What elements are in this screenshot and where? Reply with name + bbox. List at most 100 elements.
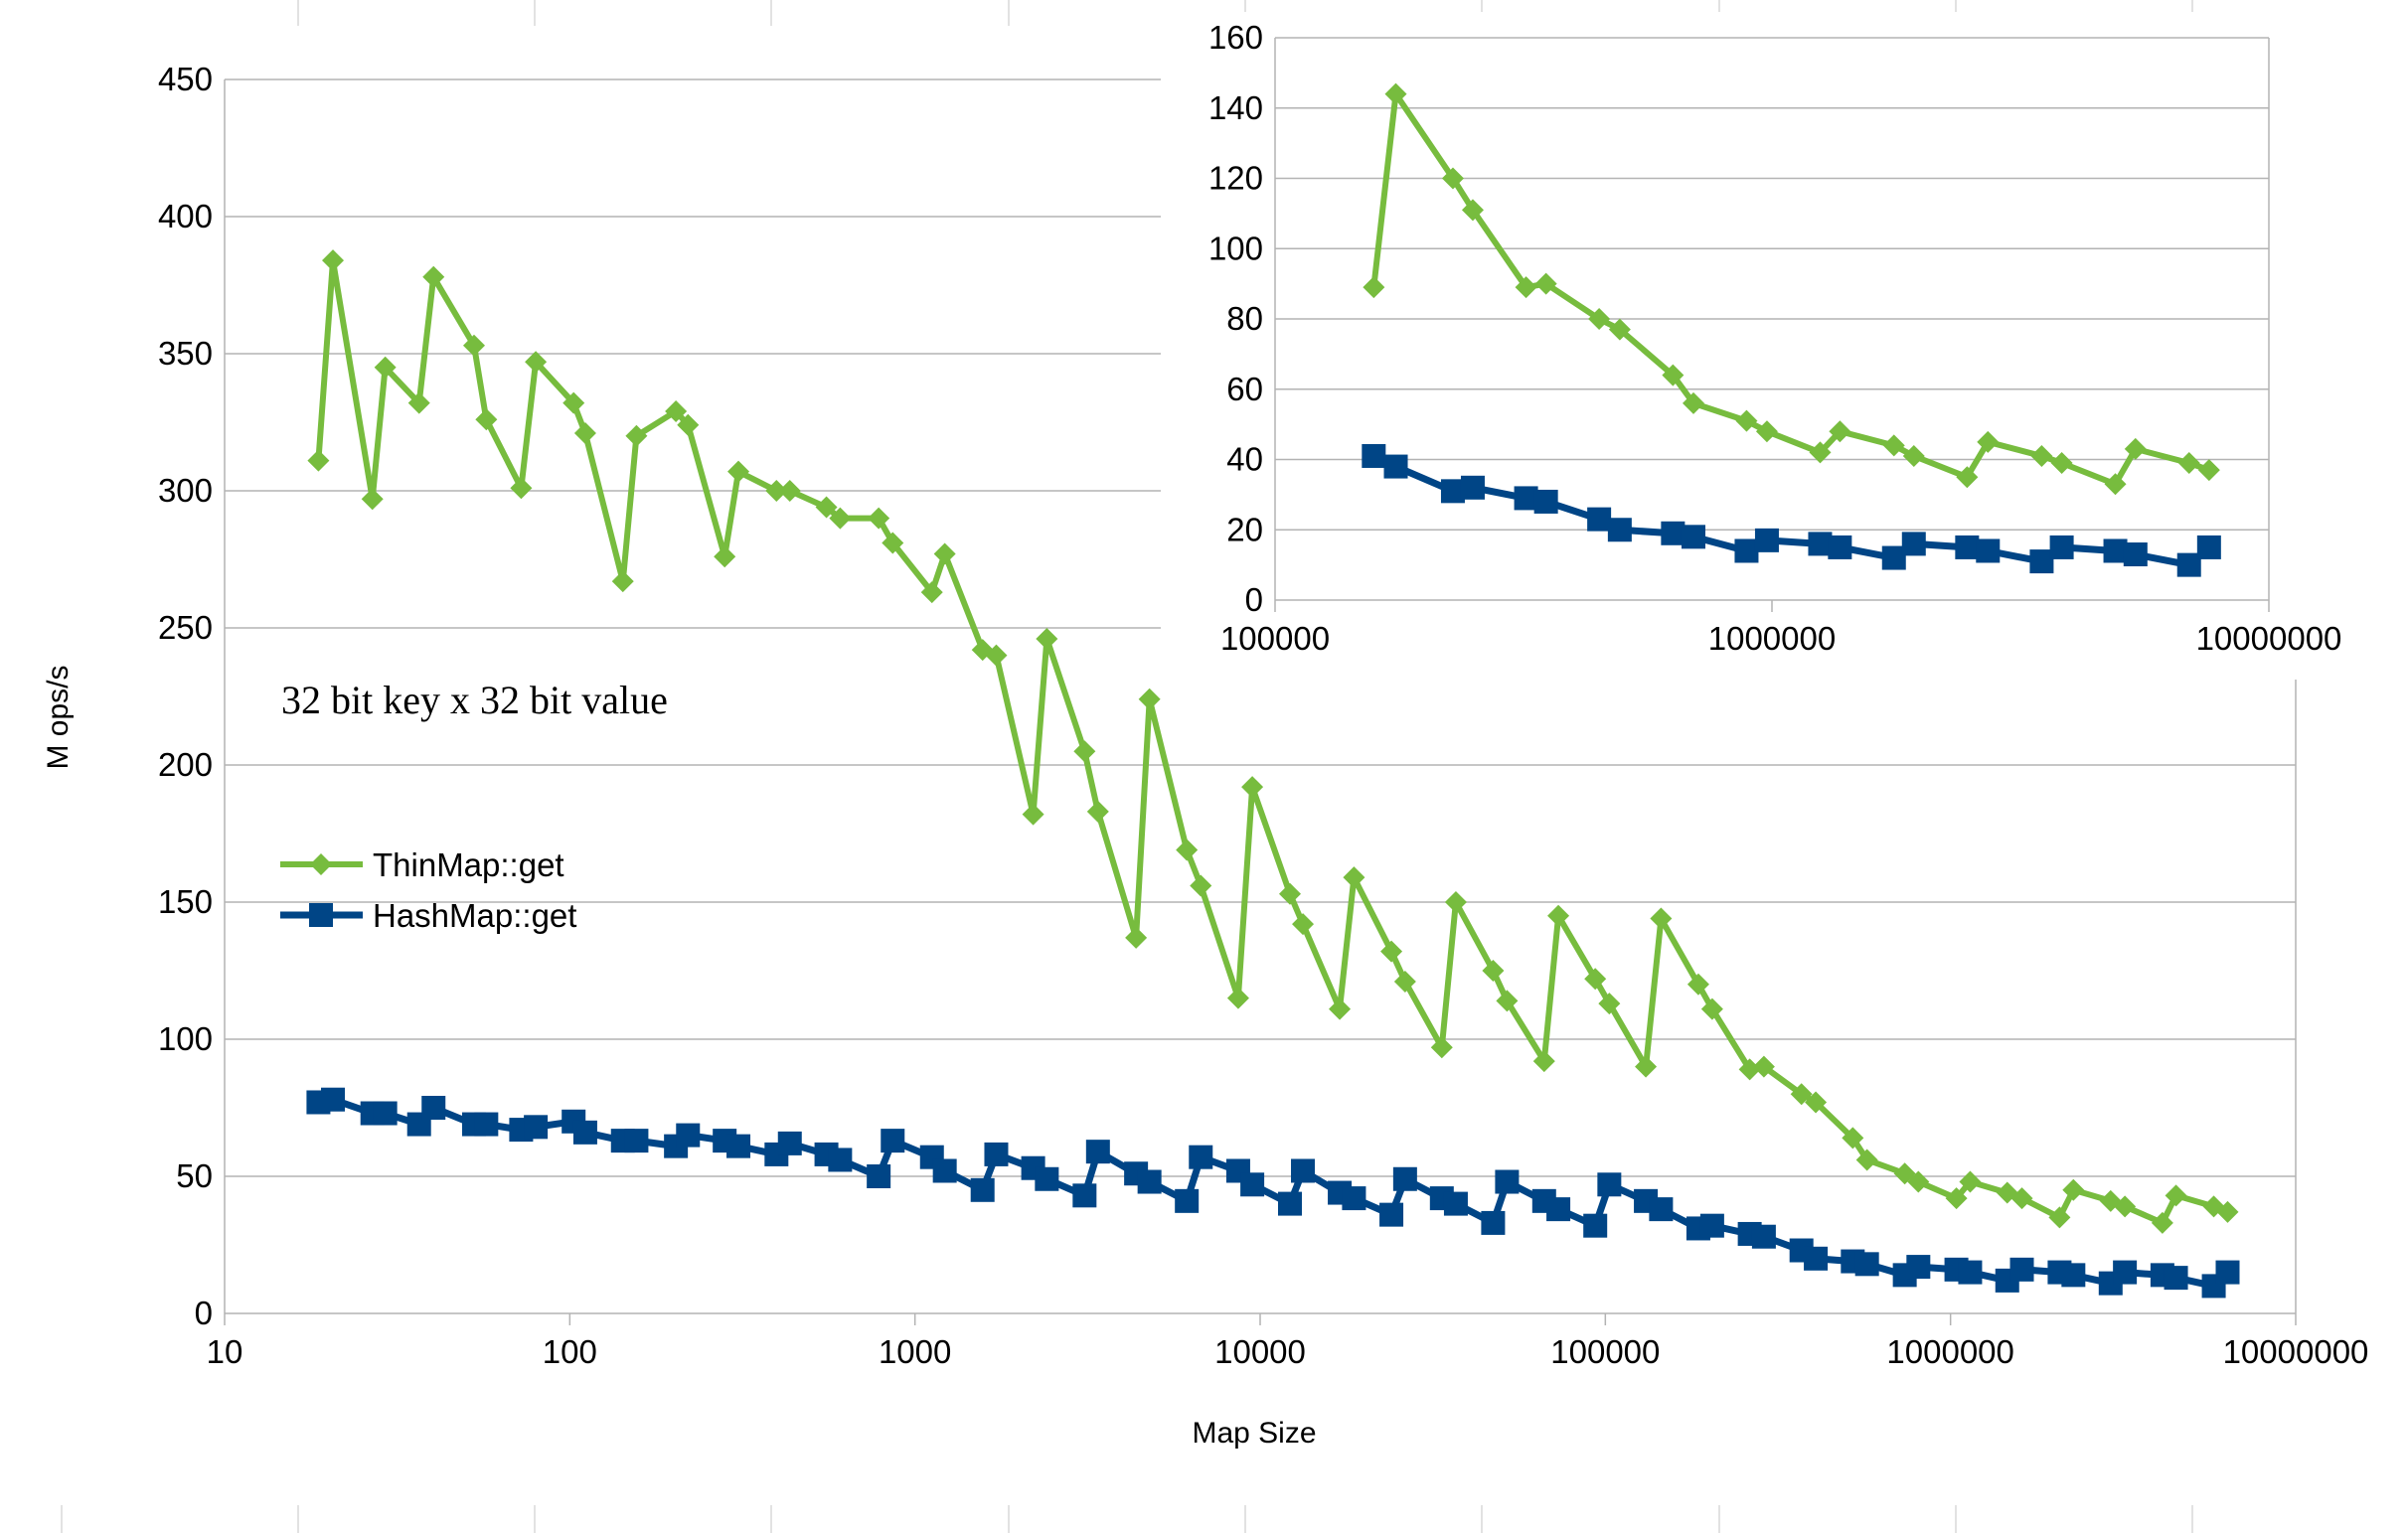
inset-data-point bbox=[2049, 535, 2074, 559]
main-data-point bbox=[562, 391, 585, 414]
inset-y-tick-label: 40 bbox=[1226, 441, 1263, 478]
main-data-point bbox=[1583, 1213, 1608, 1238]
main-data-point bbox=[2009, 1257, 2034, 1282]
main-data-point bbox=[611, 570, 634, 593]
main-data-point bbox=[1241, 776, 1264, 799]
main-data-point bbox=[1393, 971, 1416, 994]
main-data-point bbox=[1175, 1188, 1200, 1213]
main-x-tick-label: 1000 bbox=[879, 1333, 951, 1370]
main-data-point bbox=[462, 334, 485, 357]
inset-data-point bbox=[1514, 486, 1538, 511]
main-data-point bbox=[867, 1164, 891, 1188]
inset-data-point bbox=[1682, 391, 1704, 414]
main-data-point bbox=[1700, 997, 1723, 1020]
inset-data-point bbox=[2176, 552, 2201, 577]
inset-y-tick-label: 80 bbox=[1226, 300, 1263, 337]
main-data-point bbox=[307, 449, 330, 472]
inset-series-line bbox=[1370, 90, 2210, 488]
main-data-point bbox=[985, 644, 1008, 667]
inset-data-point bbox=[1902, 444, 1925, 467]
inset-data-point bbox=[1362, 443, 1386, 468]
main-data-point bbox=[932, 1158, 957, 1183]
main-data-point bbox=[322, 249, 345, 272]
main-series-thinmap bbox=[307, 249, 2239, 1234]
inset-data-point bbox=[1681, 525, 1705, 549]
main-data-point bbox=[2113, 1260, 2138, 1285]
main-data-point bbox=[815, 496, 838, 519]
inset-data-point bbox=[1901, 532, 1926, 556]
main-data-point bbox=[1125, 926, 1148, 949]
inset-data-point bbox=[2050, 452, 2073, 475]
main-data-point bbox=[1190, 874, 1212, 897]
main-data-point bbox=[1855, 1149, 1878, 1171]
main-data-point bbox=[1584, 968, 1607, 991]
main-data-point bbox=[1176, 839, 1199, 861]
main-data-point bbox=[422, 265, 445, 288]
main-data-point bbox=[361, 488, 384, 511]
main-data-point bbox=[1495, 1169, 1520, 1194]
main-data-point bbox=[624, 1129, 649, 1153]
main-data-point bbox=[1958, 1260, 1983, 1285]
main-data-point bbox=[1086, 800, 1109, 823]
main-data-point bbox=[1392, 1166, 1417, 1191]
inset-data-point bbox=[1441, 167, 1464, 190]
main-series-hashmap bbox=[306, 1087, 2240, 1299]
main-x-tick-label: 10000 bbox=[1214, 1333, 1306, 1370]
main-data-point bbox=[868, 507, 890, 530]
main-data-point bbox=[1022, 803, 1044, 826]
main-y-tick-label: 200 bbox=[158, 746, 213, 783]
main-data-point bbox=[829, 507, 852, 530]
main-x-tick-label: 1000000 bbox=[1886, 1333, 2013, 1370]
main-data-point bbox=[2062, 1178, 2085, 1201]
main-data-point bbox=[1597, 1172, 1622, 1197]
main-data-point bbox=[1546, 1197, 1571, 1222]
main-y-tick-label: 0 bbox=[195, 1295, 213, 1331]
main-data-point bbox=[1752, 1055, 1775, 1078]
inset-data-point bbox=[1515, 276, 1537, 299]
inset-data-point bbox=[1881, 545, 1906, 570]
main-data-point bbox=[474, 1112, 499, 1137]
main-data-point bbox=[727, 460, 750, 483]
inset-data-point bbox=[1956, 466, 1979, 489]
main-data-point bbox=[1036, 628, 1058, 651]
inset-data-point bbox=[2124, 437, 2147, 460]
inset-y-tick-label: 60 bbox=[1226, 371, 1263, 407]
inset-y-tick-label: 120 bbox=[1208, 160, 1263, 197]
main-data-point bbox=[1035, 1166, 1059, 1191]
main-x-tick-label: 100 bbox=[543, 1333, 597, 1370]
legend-label: ThinMap::get bbox=[373, 846, 564, 883]
inset-data-point bbox=[1588, 308, 1611, 330]
inset-data-point bbox=[2104, 473, 2127, 496]
main-data-point bbox=[726, 1134, 751, 1158]
inset-data-point bbox=[1955, 535, 1980, 559]
inset-data-point bbox=[1534, 272, 1557, 295]
inset-data-point bbox=[1662, 364, 1685, 386]
main-y-tick-label: 450 bbox=[158, 61, 213, 97]
main-data-point bbox=[510, 477, 533, 500]
main-data-point bbox=[1854, 1252, 1879, 1277]
inset-data-point bbox=[1363, 276, 1385, 299]
main-data-point bbox=[625, 424, 648, 447]
inset-data-point bbox=[1607, 518, 1632, 542]
main-data-point bbox=[1649, 1197, 1674, 1222]
main-data-point bbox=[321, 1087, 346, 1112]
main-data-point bbox=[777, 1131, 802, 1155]
inset-data-point bbox=[1440, 479, 1465, 504]
main-data-point bbox=[665, 399, 688, 422]
main-data-point bbox=[1292, 913, 1315, 936]
main-data-point bbox=[1072, 1183, 1097, 1208]
main-data-point bbox=[2010, 1187, 2033, 1210]
inset-data-point bbox=[1976, 538, 2001, 563]
main-data-point bbox=[524, 1115, 549, 1140]
main-data-point bbox=[765, 480, 788, 502]
main-data-point bbox=[1443, 1191, 1468, 1216]
inset-data-point bbox=[1608, 318, 1631, 341]
main-data-point bbox=[2164, 1266, 2188, 1291]
main-y-tick-label: 100 bbox=[158, 1020, 213, 1057]
main-data-point bbox=[2061, 1263, 2086, 1288]
inset-data-point bbox=[2030, 444, 2053, 467]
main-data-point bbox=[1496, 990, 1519, 1012]
main-data-point bbox=[828, 1148, 853, 1172]
inset-data-point bbox=[1754, 528, 1779, 552]
